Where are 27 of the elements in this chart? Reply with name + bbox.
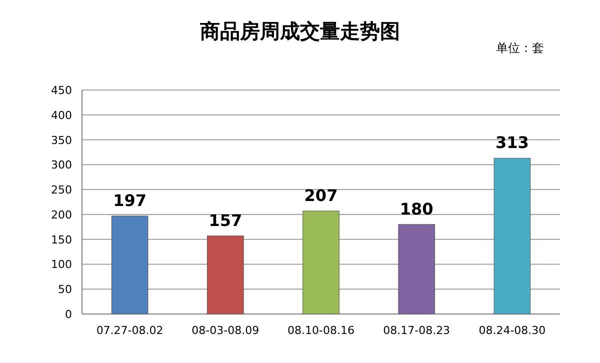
data-label: 313 xyxy=(495,133,529,152)
y-tick-label: 350 xyxy=(51,134,72,147)
y-tick-label: 0 xyxy=(65,308,72,321)
chart-title: 商品房周成交量走势图 xyxy=(199,19,400,43)
x-tick-label: 08.24-08.30 xyxy=(478,324,546,337)
data-label: 207 xyxy=(304,186,338,205)
data-label: 197 xyxy=(113,190,147,210)
bar xyxy=(398,224,436,314)
bar xyxy=(494,158,531,314)
y-tick-label: 100 xyxy=(51,258,72,272)
y-tick-label: 250 xyxy=(51,184,72,197)
y-tick-label: 450 xyxy=(51,84,72,97)
x-tick-label: 08.17-08.23 xyxy=(383,324,450,337)
x-tick-label: 08.10-08.16 xyxy=(288,324,354,337)
data-label: 157 xyxy=(208,210,242,230)
y-tick-label: 150 xyxy=(51,233,72,246)
y-tick-label: 200 xyxy=(51,208,72,222)
data-label: 180 xyxy=(400,199,434,218)
x-tick-label: 07.27-08.02 xyxy=(96,324,164,337)
bar xyxy=(206,236,244,314)
bar xyxy=(111,216,148,314)
y-tick-label: 400 xyxy=(51,108,72,122)
y-tick-label: 50 xyxy=(58,283,72,296)
y-tick-label: 300 xyxy=(51,158,72,172)
x-tick-label: 08-03-08.09 xyxy=(192,324,260,337)
text: 单位：套 xyxy=(496,41,544,55)
bar xyxy=(302,210,340,314)
